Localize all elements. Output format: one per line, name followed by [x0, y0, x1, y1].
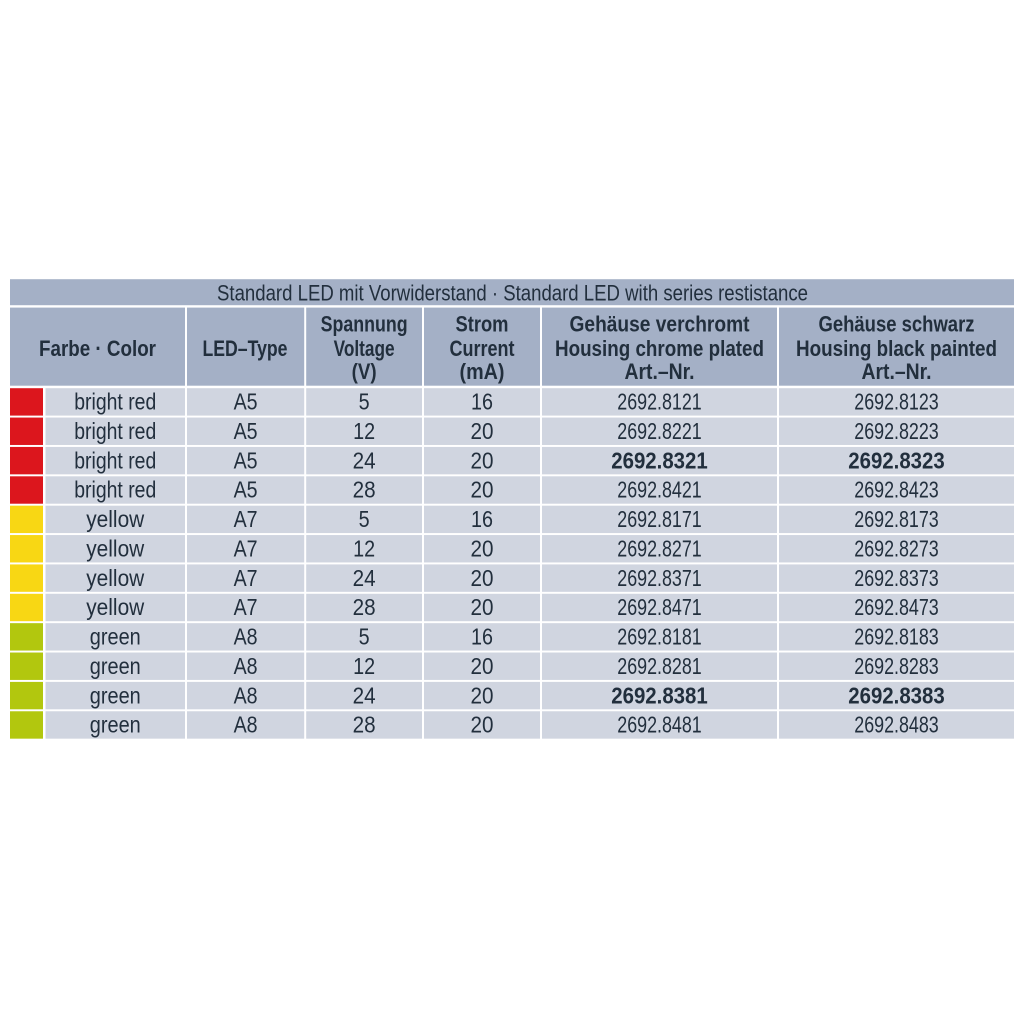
svg-text:A5: A5	[234, 389, 258, 415]
svg-text:20: 20	[471, 653, 494, 679]
svg-text:bright red: bright red	[74, 477, 156, 503]
svg-text:2692.8123: 2692.8123	[854, 389, 939, 415]
svg-text:2692.8481: 2692.8481	[617, 712, 702, 738]
svg-text:20: 20	[471, 535, 494, 561]
svg-text:20: 20	[471, 418, 494, 444]
svg-text:2692.8371: 2692.8371	[617, 565, 702, 591]
svg-text:2692.8473: 2692.8473	[854, 594, 939, 620]
svg-text:Farbe · Color: Farbe · Color	[39, 336, 156, 361]
svg-text:Standard LED mit Vorwiderstand: Standard LED mit Vorwiderstand · Standar…	[217, 281, 808, 306]
svg-text:16: 16	[471, 624, 493, 650]
svg-text:2692.8273: 2692.8273	[854, 535, 939, 561]
svg-text:2692.8323: 2692.8323	[848, 447, 945, 473]
svg-text:A8: A8	[234, 653, 258, 679]
svg-text:bright red: bright red	[74, 447, 156, 473]
svg-text:20: 20	[471, 477, 494, 503]
svg-text:2692.8181: 2692.8181	[617, 624, 702, 650]
svg-text:12: 12	[353, 418, 375, 444]
svg-text:2692.8223: 2692.8223	[854, 418, 939, 444]
svg-text:Housing chrome plated: Housing chrome plated	[555, 336, 764, 361]
svg-text:green: green	[90, 712, 141, 738]
svg-text:2692.8423: 2692.8423	[854, 477, 939, 503]
svg-text:A7: A7	[234, 594, 258, 620]
svg-text:24: 24	[353, 682, 376, 708]
svg-text:2692.8221: 2692.8221	[617, 418, 702, 444]
svg-text:bright red: bright red	[74, 389, 156, 415]
svg-text:yellow: yellow	[86, 565, 144, 591]
svg-text:A8: A8	[234, 624, 258, 650]
svg-text:2692.8483: 2692.8483	[854, 712, 939, 738]
svg-text:2692.8421: 2692.8421	[617, 477, 702, 503]
svg-text:12: 12	[353, 535, 375, 561]
svg-text:16: 16	[471, 506, 493, 532]
svg-text:24: 24	[353, 565, 376, 591]
svg-text:Housing black painted: Housing black painted	[796, 336, 997, 361]
svg-text:Current: Current	[450, 336, 515, 361]
svg-text:A8: A8	[234, 682, 258, 708]
svg-text:2692.8281: 2692.8281	[617, 653, 702, 679]
svg-text:yellow: yellow	[86, 535, 144, 561]
svg-text:2692.8381: 2692.8381	[611, 682, 708, 708]
svg-text:2692.8183: 2692.8183	[854, 624, 939, 650]
svg-text:2692.8383: 2692.8383	[848, 682, 945, 708]
svg-text:A7: A7	[234, 565, 258, 591]
svg-text:28: 28	[353, 594, 376, 620]
svg-text:2692.8171: 2692.8171	[617, 506, 702, 532]
svg-text:2692.8271: 2692.8271	[617, 535, 702, 561]
svg-text:green: green	[90, 624, 141, 650]
svg-text:Art.–Nr.: Art.–Nr.	[625, 359, 695, 384]
svg-text:5: 5	[359, 506, 370, 532]
svg-text:A5: A5	[234, 447, 258, 473]
svg-text:20: 20	[471, 682, 494, 708]
svg-text:Voltage: Voltage	[334, 336, 395, 361]
svg-text:2692.8373: 2692.8373	[854, 565, 939, 591]
svg-text:24: 24	[353, 447, 376, 473]
svg-text:2692.8321: 2692.8321	[611, 447, 708, 473]
svg-text:A5: A5	[234, 477, 258, 503]
svg-text:20: 20	[471, 565, 494, 591]
svg-text:A7: A7	[234, 535, 258, 561]
svg-text:2692.8471: 2692.8471	[617, 594, 702, 620]
svg-text:12: 12	[353, 653, 375, 679]
svg-text:28: 28	[353, 712, 376, 738]
svg-text:28: 28	[353, 477, 376, 503]
svg-text:5: 5	[359, 389, 370, 415]
svg-text:A5: A5	[234, 418, 258, 444]
svg-text:A7: A7	[234, 506, 258, 532]
svg-text:16: 16	[471, 389, 493, 415]
svg-text:2692.8121: 2692.8121	[617, 389, 702, 415]
svg-text:Spannung: Spannung	[321, 311, 408, 336]
svg-text:Gehäuse schwarz: Gehäuse schwarz	[819, 311, 975, 336]
svg-text:20: 20	[471, 447, 494, 473]
svg-text:bright red: bright red	[74, 418, 156, 444]
svg-text:yellow: yellow	[86, 594, 144, 620]
svg-text:(mA): (mA)	[460, 359, 505, 384]
svg-text:green: green	[90, 653, 141, 679]
svg-text:20: 20	[471, 594, 494, 620]
svg-text:2692.8173: 2692.8173	[854, 506, 939, 532]
svg-text:Gehäuse verchromt: Gehäuse verchromt	[570, 311, 750, 336]
svg-text:green: green	[90, 682, 141, 708]
svg-text:Art.–Nr.: Art.–Nr.	[862, 359, 932, 384]
svg-text:A8: A8	[234, 712, 258, 738]
svg-text:LED–Type: LED–Type	[203, 336, 288, 361]
svg-text:(V): (V)	[352, 359, 377, 384]
svg-text:2692.8283: 2692.8283	[854, 653, 939, 679]
svg-text:20: 20	[471, 712, 494, 738]
svg-text:yellow: yellow	[86, 506, 144, 532]
svg-text:Strom: Strom	[456, 311, 509, 336]
svg-text:5: 5	[359, 624, 370, 650]
